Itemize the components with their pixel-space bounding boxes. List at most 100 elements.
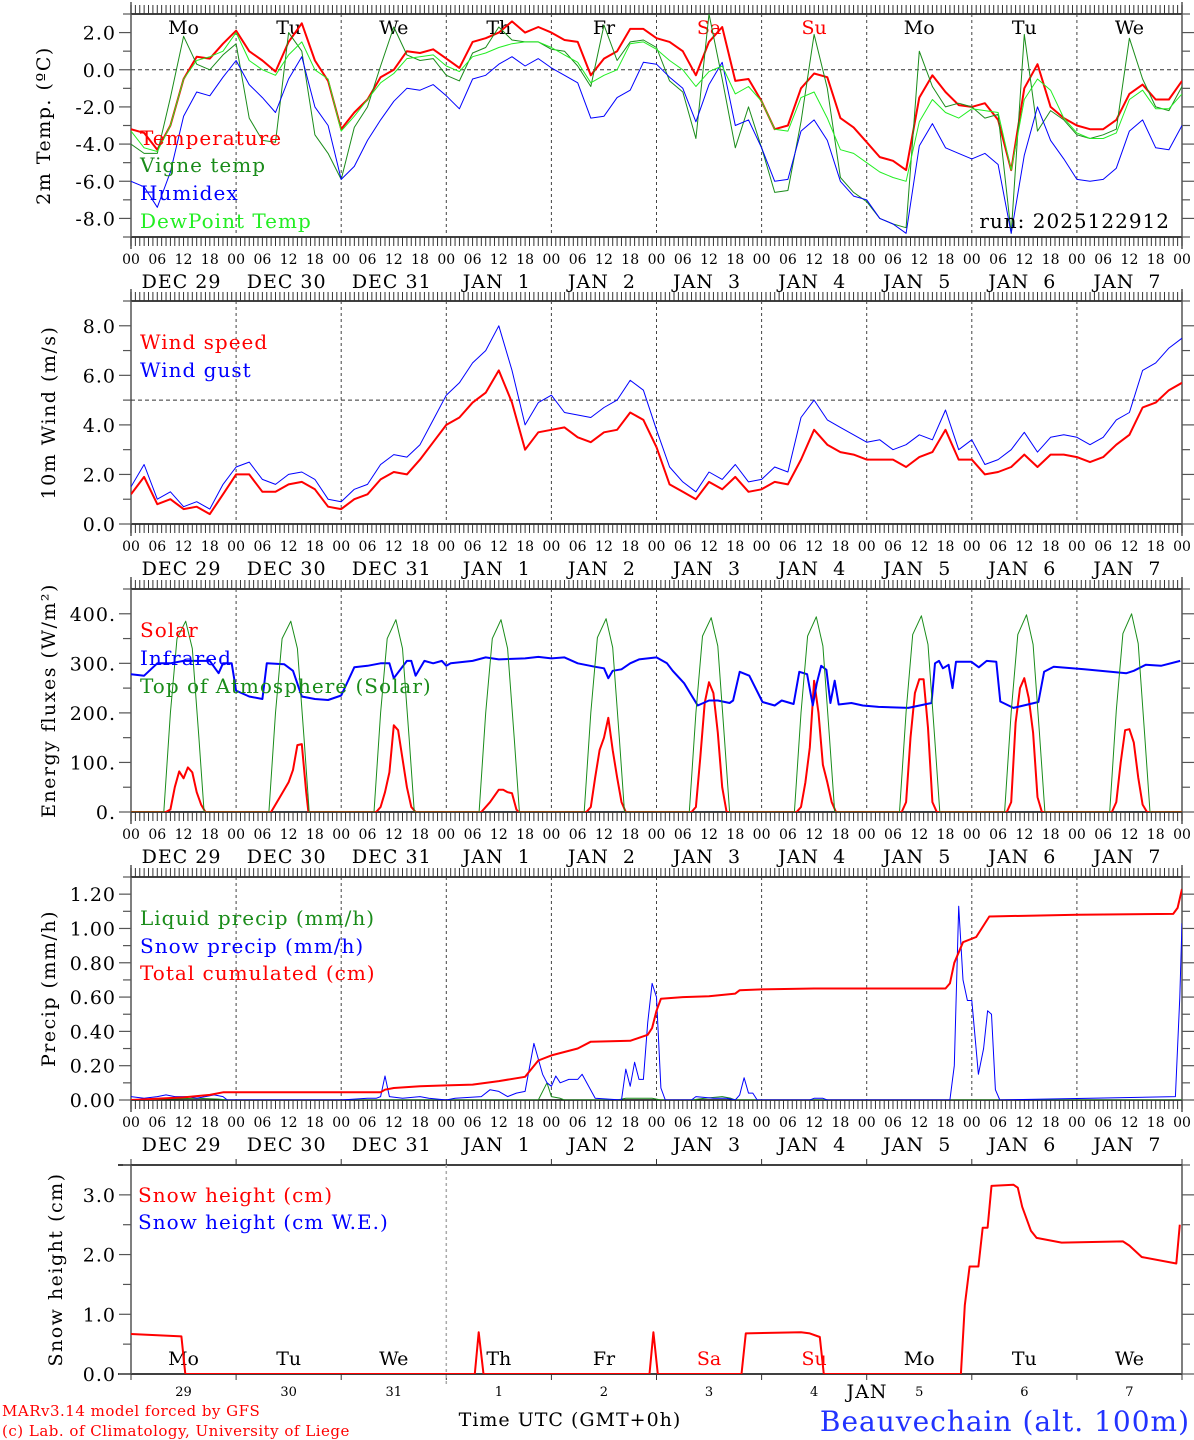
x-hour-label: 00	[1173, 539, 1191, 555]
x-hour-label: 00	[437, 539, 455, 555]
y-tick-label: 100.	[70, 752, 116, 774]
x-hour-label: 00	[963, 252, 981, 268]
legend-entry: Vigne temp	[139, 153, 266, 177]
y-axis-title: 10m Wind (m/s)	[38, 326, 60, 500]
x-hour-label: 18	[1042, 539, 1060, 555]
x-hour-label: 06	[464, 539, 482, 555]
x-hour-label: 18	[1147, 252, 1165, 268]
x-hour-label: 00	[858, 252, 876, 268]
x-hour-label: 18	[726, 1115, 744, 1131]
x-hour-label: 00	[227, 252, 245, 268]
x-hour-label: 18	[201, 252, 219, 268]
x-hour-label: 06	[989, 252, 1007, 268]
x-date-label: JAN 1	[461, 1134, 531, 1156]
x-hour-label: 18	[832, 1115, 850, 1131]
legend-entry: Top of Atmosphere (Solar)	[140, 674, 432, 698]
x-date-label: JAN 4	[776, 846, 846, 868]
x-hour-label: 00	[122, 1115, 140, 1131]
x-hour-label: 12	[1015, 827, 1033, 843]
x-hour-label: 00	[122, 827, 140, 843]
y-tick-label: 200.	[70, 703, 116, 725]
legend-entry: Wind gust	[140, 358, 252, 382]
x-hour-label: 00	[1173, 252, 1191, 268]
x-hour-label: 12	[805, 252, 823, 268]
x-date-label: JAN 6	[986, 271, 1056, 293]
x-axis-title: Time UTC (GMT+0h)	[459, 1409, 682, 1431]
y-tick-label: 8.0	[83, 316, 116, 338]
weekday-label: Sa	[697, 1348, 721, 1370]
legend-entry: Humidex	[140, 181, 239, 205]
x-hour-label: 18	[832, 252, 850, 268]
x-hour-label: 18	[516, 827, 534, 843]
x-hour-label: 12	[280, 252, 298, 268]
y-tick-label: 300.	[70, 653, 116, 675]
x-hour-label: 06	[569, 539, 587, 555]
x-hour-label: 18	[411, 1115, 429, 1131]
x-hour-label: 18	[726, 252, 744, 268]
x-date-label: DEC 29	[142, 271, 222, 293]
x-date-label: DEC 29	[142, 846, 222, 868]
weekday-label: Fr	[593, 17, 616, 39]
x-hour-label: 00	[858, 539, 876, 555]
x-hour-label: 12	[490, 252, 508, 268]
x-hour-label: 00	[858, 1115, 876, 1131]
legend-entry: DewPoint Temp	[140, 209, 312, 233]
x-hour-label: 06	[359, 539, 377, 555]
legend-entry: Temperature	[140, 126, 282, 150]
x-hour-label: 00	[437, 252, 455, 268]
day-number-label: 7	[1125, 1385, 1133, 1400]
x-hour-label: 06	[359, 252, 377, 268]
day-number-label: 5	[915, 1385, 923, 1400]
y-tick-label: 1.00	[70, 918, 116, 940]
x-hour-label: 06	[884, 827, 902, 843]
x-hour-label: 12	[490, 827, 508, 843]
x-hour-label: 06	[148, 1115, 166, 1131]
series-line-infrared	[131, 655, 1181, 709]
x-date-label: JAN 2	[566, 271, 636, 293]
x-hour-label: 06	[359, 827, 377, 843]
legend-entry: Snow height (cm)	[138, 1183, 333, 1207]
x-hour-label: 12	[1015, 1115, 1033, 1131]
x-hour-label: 18	[937, 252, 955, 268]
legend-entry: Wind speed	[140, 330, 268, 354]
x-hour-label: 06	[148, 539, 166, 555]
lab-credit: (c) Lab. of Climatology, University of L…	[2, 1422, 350, 1440]
x-hour-label: 06	[674, 827, 692, 843]
x-date-label: DEC 29	[142, 1134, 222, 1156]
x-date-label: JAN 4	[776, 558, 846, 580]
y-tick-label: 0.60	[70, 987, 116, 1009]
x-hour-label: 00	[332, 252, 350, 268]
x-hour-label: 18	[937, 539, 955, 555]
y-tick-label: 0.00	[70, 1090, 116, 1112]
x-date-label: DEC 29	[142, 558, 222, 580]
x-hour-label: 18	[201, 827, 219, 843]
x-date-label: JAN 5	[881, 271, 951, 293]
y-axis-title: Snow height (cm)	[45, 1172, 67, 1366]
x-hour-label: 12	[280, 827, 298, 843]
weekday-label: We	[379, 1348, 408, 1370]
x-hour-label: 18	[201, 1115, 219, 1131]
x-hour-label: 12	[595, 539, 613, 555]
x-hour-label: 00	[542, 539, 560, 555]
x-hour-label: 06	[779, 539, 797, 555]
series-line-total-cumulated-cm	[131, 888, 1182, 1100]
day-number-label: 3	[705, 1385, 713, 1400]
x-hour-label: 12	[595, 1115, 613, 1131]
x-date-label: JAN 6	[986, 558, 1056, 580]
weekday-label: We	[1115, 1348, 1144, 1370]
x-hour-label: 18	[832, 827, 850, 843]
x-hour-label: 06	[779, 1115, 797, 1131]
legend-entry: Snow height (cm W.E.)	[138, 1210, 389, 1234]
x-hour-label: 12	[700, 1115, 718, 1131]
y-tick-label: 0.	[96, 802, 116, 824]
x-hour-label: 18	[1042, 252, 1060, 268]
y-tick-label: 4.0	[83, 415, 116, 437]
y-tick-label: 0.20	[70, 1056, 116, 1078]
legend-entry: Liquid precip (mm/h)	[140, 906, 375, 930]
x-hour-label: 00	[648, 827, 666, 843]
x-hour-label: 00	[1068, 539, 1086, 555]
x-hour-label: 06	[569, 1115, 587, 1131]
x-hour-label: 00	[963, 539, 981, 555]
x-hour-label: 12	[700, 252, 718, 268]
x-ticks	[130, 1159, 1183, 1380]
